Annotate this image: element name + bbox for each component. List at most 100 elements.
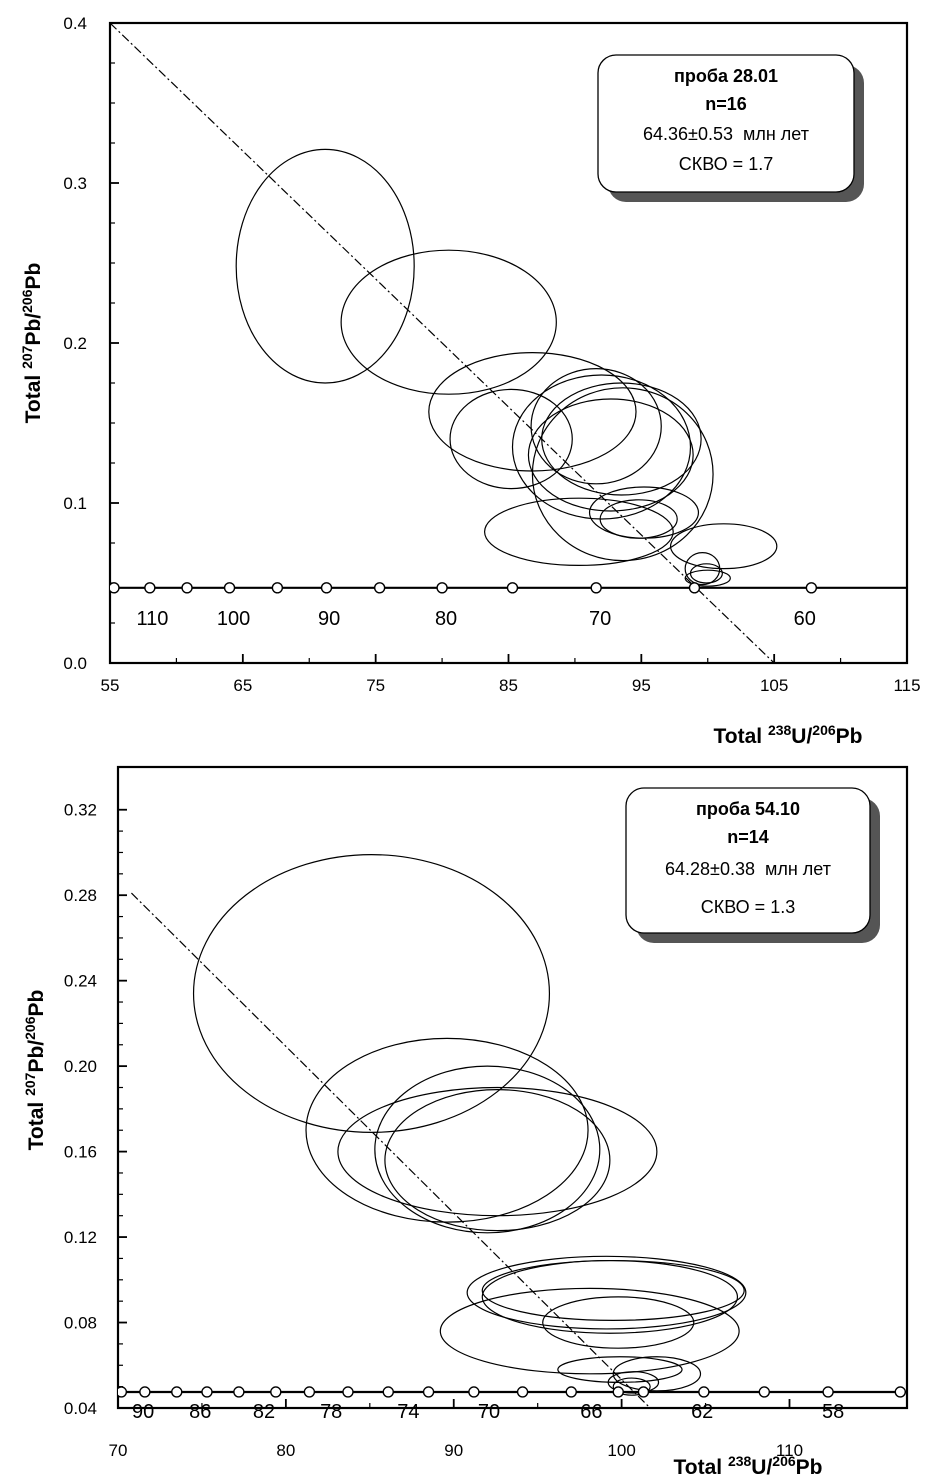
x-tick-label: 70 bbox=[109, 1441, 128, 1460]
y-tick-label: 0.3 bbox=[63, 174, 87, 193]
x-tick-label: 55 bbox=[101, 676, 120, 695]
error-ellipse bbox=[612, 1356, 702, 1392]
concordia-age-label: 62 bbox=[691, 1401, 713, 1423]
error-ellipse bbox=[466, 1255, 747, 1330]
error-ellipse bbox=[439, 1287, 740, 1375]
x-tick-label: 90 bbox=[444, 1441, 463, 1460]
concordia-age-marker bbox=[506, 582, 519, 594]
x-tick-label: 95 bbox=[632, 676, 651, 695]
error-ellipse bbox=[531, 387, 714, 562]
age-value: 64.36±0.53 bbox=[643, 124, 733, 144]
concordia-age-marker bbox=[894, 1386, 906, 1398]
error-ellipse bbox=[384, 1089, 611, 1232]
error-ellipse bbox=[542, 1296, 695, 1349]
y-tick-label: 0.28 bbox=[64, 886, 97, 905]
error-ellipse bbox=[374, 1065, 601, 1234]
y-axis-title: Total 207Pb/206Pb bbox=[19, 263, 45, 424]
x-tick-label: 75 bbox=[366, 676, 385, 695]
x-axis-title: Total 238U/206Pb bbox=[673, 1453, 822, 1479]
concordia-age-marker bbox=[223, 582, 236, 594]
age-value: 64.28±0.38 bbox=[665, 859, 755, 879]
concordia-age-marker bbox=[565, 1386, 577, 1398]
mswd-label: СКВО = 1.3 bbox=[701, 897, 795, 917]
y-tick-label: 0.4 bbox=[63, 14, 87, 33]
concordia-age-label: 60 bbox=[794, 608, 816, 630]
concordia-age-label: 90 bbox=[132, 1401, 154, 1423]
concordia-age-label: 80 bbox=[435, 608, 457, 630]
sample-label: проба 54.10 bbox=[696, 799, 800, 819]
x-tick-label: 80 bbox=[276, 1441, 295, 1460]
concordia-age-marker bbox=[373, 582, 386, 594]
y-tick-label: 0.12 bbox=[64, 1228, 97, 1247]
error-ellipse bbox=[527, 398, 694, 512]
chart-panel-1: 0.0 0.1 0.2 0.3 0.4 55 65 75 85 95 105 115 110 100 90 8… bbox=[19, 14, 921, 748]
error-ellipse bbox=[305, 1037, 589, 1223]
concordia-age-marker bbox=[139, 1386, 151, 1398]
age-line: 64.28±0.38 млн лет bbox=[665, 859, 831, 879]
error-ellipse bbox=[612, 1377, 651, 1396]
error-ellipse bbox=[511, 374, 692, 520]
x-tick-label: 85 bbox=[499, 676, 518, 695]
concordia-age-label: 78 bbox=[320, 1401, 342, 1423]
chart-panel-2: 0.04 0.08 0.12 0.16 0.20 0.24 0.28 0.32 70 80 90 10… bbox=[22, 765, 909, 1479]
concordia-age-marker bbox=[822, 1386, 834, 1398]
concordia-age-label: 82 bbox=[253, 1401, 275, 1423]
age-unit: млн лет bbox=[765, 859, 831, 879]
info-box bbox=[625, 787, 871, 934]
error-ellipse bbox=[530, 368, 662, 485]
y-tick-label: 0.2 bbox=[63, 334, 87, 353]
concordia-age-marker bbox=[271, 582, 284, 594]
error-ellipse bbox=[684, 569, 731, 587]
concordia-age-marker bbox=[382, 1386, 394, 1398]
error-ellipse bbox=[481, 1259, 739, 1334]
concordia-age-label: 70 bbox=[478, 1401, 500, 1423]
x-tick-label: 110 bbox=[776, 1441, 803, 1460]
concordia-age-marker bbox=[590, 582, 602, 594]
error-ellipse bbox=[449, 388, 573, 490]
x-tick-label: 65 bbox=[233, 676, 252, 695]
error-ellipse bbox=[588, 486, 700, 539]
error-ellipse bbox=[689, 563, 723, 584]
y-tick-label: 0.32 bbox=[64, 801, 97, 820]
info-box bbox=[597, 54, 855, 193]
error-ellipse bbox=[483, 497, 674, 566]
concordia-age-marker bbox=[171, 1386, 183, 1398]
concordia-age-marker bbox=[118, 1386, 128, 1398]
concordia-age-marker bbox=[144, 582, 156, 594]
analysis-count: n=16 bbox=[705, 94, 747, 114]
y-tick-label: 0.20 bbox=[64, 1057, 97, 1076]
age-line: 64.36±0.53 млн лет bbox=[643, 124, 809, 144]
x-tick-label: 100 bbox=[607, 1441, 635, 1460]
sample-label: проба 28.01 bbox=[674, 66, 778, 86]
concordia-age-marker bbox=[468, 1386, 480, 1398]
error-ellipse bbox=[337, 1086, 658, 1217]
error-ellipse bbox=[340, 249, 557, 395]
y-axis-title: Total 207Pb/206Pb bbox=[22, 990, 48, 1151]
concordia-age-marker bbox=[110, 582, 120, 594]
y-tick-label: 0.08 bbox=[64, 1314, 97, 1333]
concordia-age-marker bbox=[688, 582, 701, 594]
concordia-age-marker bbox=[422, 1386, 435, 1398]
concordia-age-marker bbox=[270, 1386, 282, 1398]
concordia-age-label: 110 bbox=[137, 608, 169, 630]
regression-line bbox=[131, 892, 651, 1408]
concordia-age-marker bbox=[303, 1386, 316, 1398]
analysis-count: n=14 bbox=[727, 827, 769, 847]
y-tick-label: 0.0 bbox=[63, 654, 87, 673]
concordia-age-marker bbox=[233, 1386, 245, 1398]
error-ellipse bbox=[669, 523, 778, 570]
concordia-age-label: 86 bbox=[189, 1401, 211, 1423]
concordia-age-marker bbox=[637, 1386, 650, 1398]
plot-area bbox=[110, 23, 907, 663]
concordia-age-marker bbox=[342, 1386, 354, 1398]
concordia-age-marker bbox=[758, 1386, 771, 1398]
error-ellipse bbox=[192, 854, 551, 1133]
concordia-age-marker bbox=[201, 1386, 213, 1398]
y-tick-label: 0.16 bbox=[64, 1143, 97, 1162]
x-tick-label: 105 bbox=[760, 676, 788, 695]
concordia-age-label: 90 bbox=[318, 608, 340, 630]
mswd-label: СКВО = 1.7 bbox=[679, 154, 773, 174]
concordia-age-marker bbox=[320, 582, 333, 594]
concordia-age-marker bbox=[516, 1386, 529, 1398]
